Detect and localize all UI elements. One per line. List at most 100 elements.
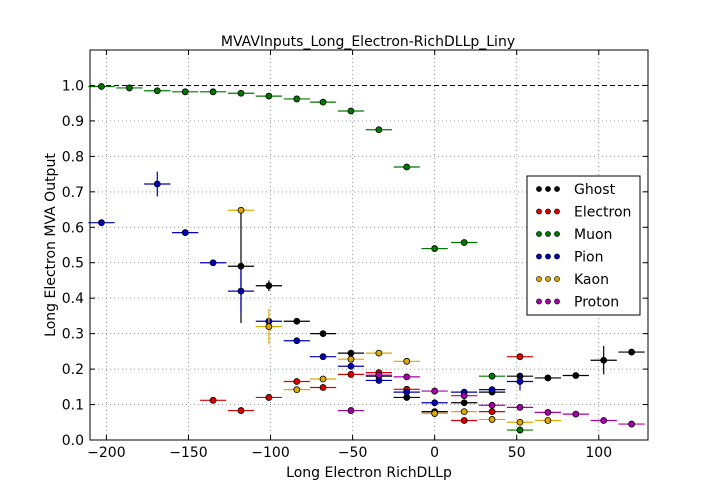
data-point-kaon	[460, 408, 468, 416]
data-point-ghost	[293, 317, 301, 325]
legend-marker-muon	[536, 231, 542, 237]
legend-marker-pion	[536, 253, 542, 260]
series-kaon	[227, 206, 562, 426]
data-point-muon	[431, 245, 439, 252]
data-point-pion	[516, 378, 524, 385]
legend-marker-ghost	[536, 186, 542, 192]
data-point-pion	[181, 229, 189, 236]
legend-label-pion: Pion	[574, 250, 603, 266]
legend-marker-proton	[554, 298, 560, 305]
legend-marker-pion	[545, 253, 551, 260]
data-point-electron	[209, 396, 217, 404]
data-point-proton	[403, 373, 411, 381]
data-point-muon	[181, 88, 189, 96]
data-point-muon	[209, 88, 217, 96]
x-axis-label: Long Electron RichDLLp	[286, 465, 452, 481]
data-point-kaon	[237, 206, 245, 214]
data-point-muon	[516, 426, 524, 434]
legend-box	[526, 175, 641, 316]
data-point-proton	[460, 392, 468, 400]
x-tick-label: −150	[169, 445, 207, 461]
data-point-muon	[488, 372, 496, 380]
plot-frame	[89, 49, 649, 441]
data-point-ghost	[600, 356, 608, 364]
data-point-electron	[347, 371, 355, 378]
data-point-proton	[488, 401, 496, 409]
x-tick-label: −200	[87, 445, 125, 461]
y-tick-label: 0.7	[62, 185, 84, 201]
data-point-proton	[375, 371, 383, 379]
data-point-pion	[319, 353, 327, 361]
data-point-pion	[209, 259, 217, 267]
data-point-electron	[460, 417, 468, 424]
data-point-pion	[347, 362, 355, 370]
legend-label-ghost: Ghost	[574, 182, 616, 198]
y-tick-label: 0.2	[62, 362, 84, 378]
y-tick-label: 0.0	[62, 433, 84, 449]
data-point-ghost	[460, 399, 468, 407]
legend-marker-ghost	[545, 186, 551, 192]
data-point-pion	[488, 386, 496, 394]
legend-marker-pion	[554, 253, 560, 260]
data-point-electron	[237, 407, 245, 414]
data-marks	[88, 83, 645, 434]
data-point-electron	[516, 353, 524, 361]
y-tick-label: 0.8	[62, 149, 84, 165]
data-point-kaon	[375, 349, 383, 357]
legend-label-proton: Proton	[574, 295, 619, 311]
data-point-pion	[431, 399, 439, 407]
data-point-proton	[431, 387, 439, 395]
data-point-muon	[319, 98, 327, 106]
legend-label-electron: Electron	[574, 205, 631, 221]
data-point-pion	[237, 287, 245, 295]
legend-label-muon: Muon	[574, 227, 612, 243]
legend-marker-ghost	[554, 186, 560, 192]
data-point-proton	[600, 417, 608, 424]
y-tick-label: 0.1	[62, 398, 84, 414]
data-point-muon	[460, 239, 468, 246]
y-tick-label: 0.3	[62, 327, 84, 343]
data-point-pion	[403, 388, 411, 396]
data-point-ghost	[544, 374, 552, 382]
legend-marker-proton	[536, 298, 542, 305]
data-point-electron	[265, 394, 273, 401]
legend-marker-electron	[554, 208, 560, 215]
data-point-kaon	[265, 323, 273, 330]
legend-marker-electron	[536, 208, 542, 215]
legend-marker-muon	[554, 231, 560, 237]
y-axis-label: Long Electron MVA Output	[43, 153, 59, 337]
data-point-muon	[403, 163, 411, 171]
data-point-kaon	[319, 375, 327, 383]
legend-marker-kaon	[554, 276, 560, 282]
data-point-muon	[125, 84, 133, 92]
data-point-ghost	[265, 282, 273, 290]
legend-marker-electron	[545, 208, 551, 215]
series-electron	[199, 353, 534, 424]
data-point-kaon	[431, 410, 439, 417]
data-point-pion	[293, 337, 301, 345]
y-tick-label: 0.5	[62, 256, 84, 272]
data-point-pion	[153, 180, 161, 188]
data-point-kaon	[293, 386, 301, 394]
x-tick-label: −50	[338, 445, 368, 461]
data-point-ghost	[347, 349, 355, 357]
data-point-muon	[153, 87, 161, 95]
series-ghost	[227, 209, 645, 416]
series-muon	[88, 83, 534, 434]
legend-marker-kaon	[536, 276, 542, 282]
legend-marker-kaon	[545, 276, 551, 282]
x-tick-label: −100	[251, 445, 289, 461]
data-point-electron	[293, 378, 301, 385]
data-point-muon	[265, 92, 273, 100]
y-tick-label: 0.6	[62, 220, 84, 236]
data-point-ghost	[237, 262, 245, 270]
data-point-proton	[347, 407, 355, 414]
chart-title: MVAVInputs_Long_Electron-RichDLLp_Liny	[221, 34, 515, 50]
legend-label-kaon: Kaon	[574, 272, 609, 288]
data-point-kaon	[488, 416, 496, 423]
data-point-proton	[544, 408, 552, 416]
legend-marker-muon	[545, 231, 551, 237]
data-point-pion	[98, 219, 105, 227]
y-tick-label: 1.0	[62, 78, 84, 94]
